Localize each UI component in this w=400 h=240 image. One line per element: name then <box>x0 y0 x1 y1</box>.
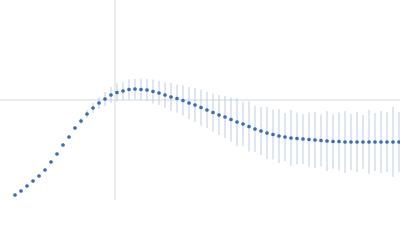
data-point <box>223 115 227 119</box>
data-point <box>127 87 131 92</box>
data-point <box>319 138 323 143</box>
data-point <box>91 106 95 110</box>
data-point <box>37 174 41 178</box>
data-point <box>49 160 53 164</box>
data-point <box>139 87 143 92</box>
data-point <box>133 87 137 91</box>
data-point <box>229 117 233 122</box>
data-point <box>265 131 269 135</box>
data-point <box>43 168 47 172</box>
data-point <box>373 140 377 144</box>
data-point <box>307 137 311 142</box>
data-point <box>151 89 155 94</box>
data-point <box>217 113 221 117</box>
data-point <box>259 129 263 133</box>
data-point <box>199 105 203 110</box>
data-point <box>271 132 275 137</box>
data-point <box>391 140 395 144</box>
data-point <box>301 137 305 141</box>
data-point <box>289 136 293 140</box>
data-point <box>397 140 400 144</box>
data-point <box>283 135 287 139</box>
data-point <box>331 139 335 144</box>
data-point <box>67 135 71 139</box>
data-point <box>295 136 299 141</box>
data-point <box>79 119 83 123</box>
data-point <box>163 93 167 97</box>
data-point <box>103 97 107 101</box>
data-point <box>55 152 59 156</box>
data-point <box>187 101 191 105</box>
data-point <box>211 110 215 115</box>
data-point <box>241 122 245 126</box>
data-point <box>355 140 359 144</box>
data-point <box>193 103 197 107</box>
data-point <box>13 193 17 197</box>
data-point <box>313 138 317 142</box>
data-point <box>31 179 35 183</box>
data-point <box>361 140 365 144</box>
data-point <box>205 108 209 112</box>
data-point <box>367 140 371 144</box>
data-point <box>157 91 161 95</box>
chart <box>0 0 400 200</box>
data-point <box>61 143 65 147</box>
data-point <box>115 90 119 95</box>
data-point <box>145 88 149 92</box>
data-point <box>121 89 125 93</box>
data-point <box>73 126 77 130</box>
data-point <box>169 95 173 99</box>
data-point <box>175 96 179 101</box>
data-point <box>97 101 101 105</box>
data-point <box>235 120 239 124</box>
data-point <box>349 140 353 144</box>
data-point <box>109 93 113 97</box>
data-point <box>337 139 341 144</box>
data-point <box>253 127 257 131</box>
data-point <box>379 140 383 144</box>
data-point <box>85 112 89 116</box>
data-point <box>385 140 389 144</box>
data-point <box>247 124 251 129</box>
data-point <box>25 184 29 188</box>
data-point <box>325 139 329 143</box>
data-point <box>277 134 281 138</box>
data-point <box>181 98 185 103</box>
data-point <box>343 140 347 144</box>
data-point <box>19 189 23 193</box>
